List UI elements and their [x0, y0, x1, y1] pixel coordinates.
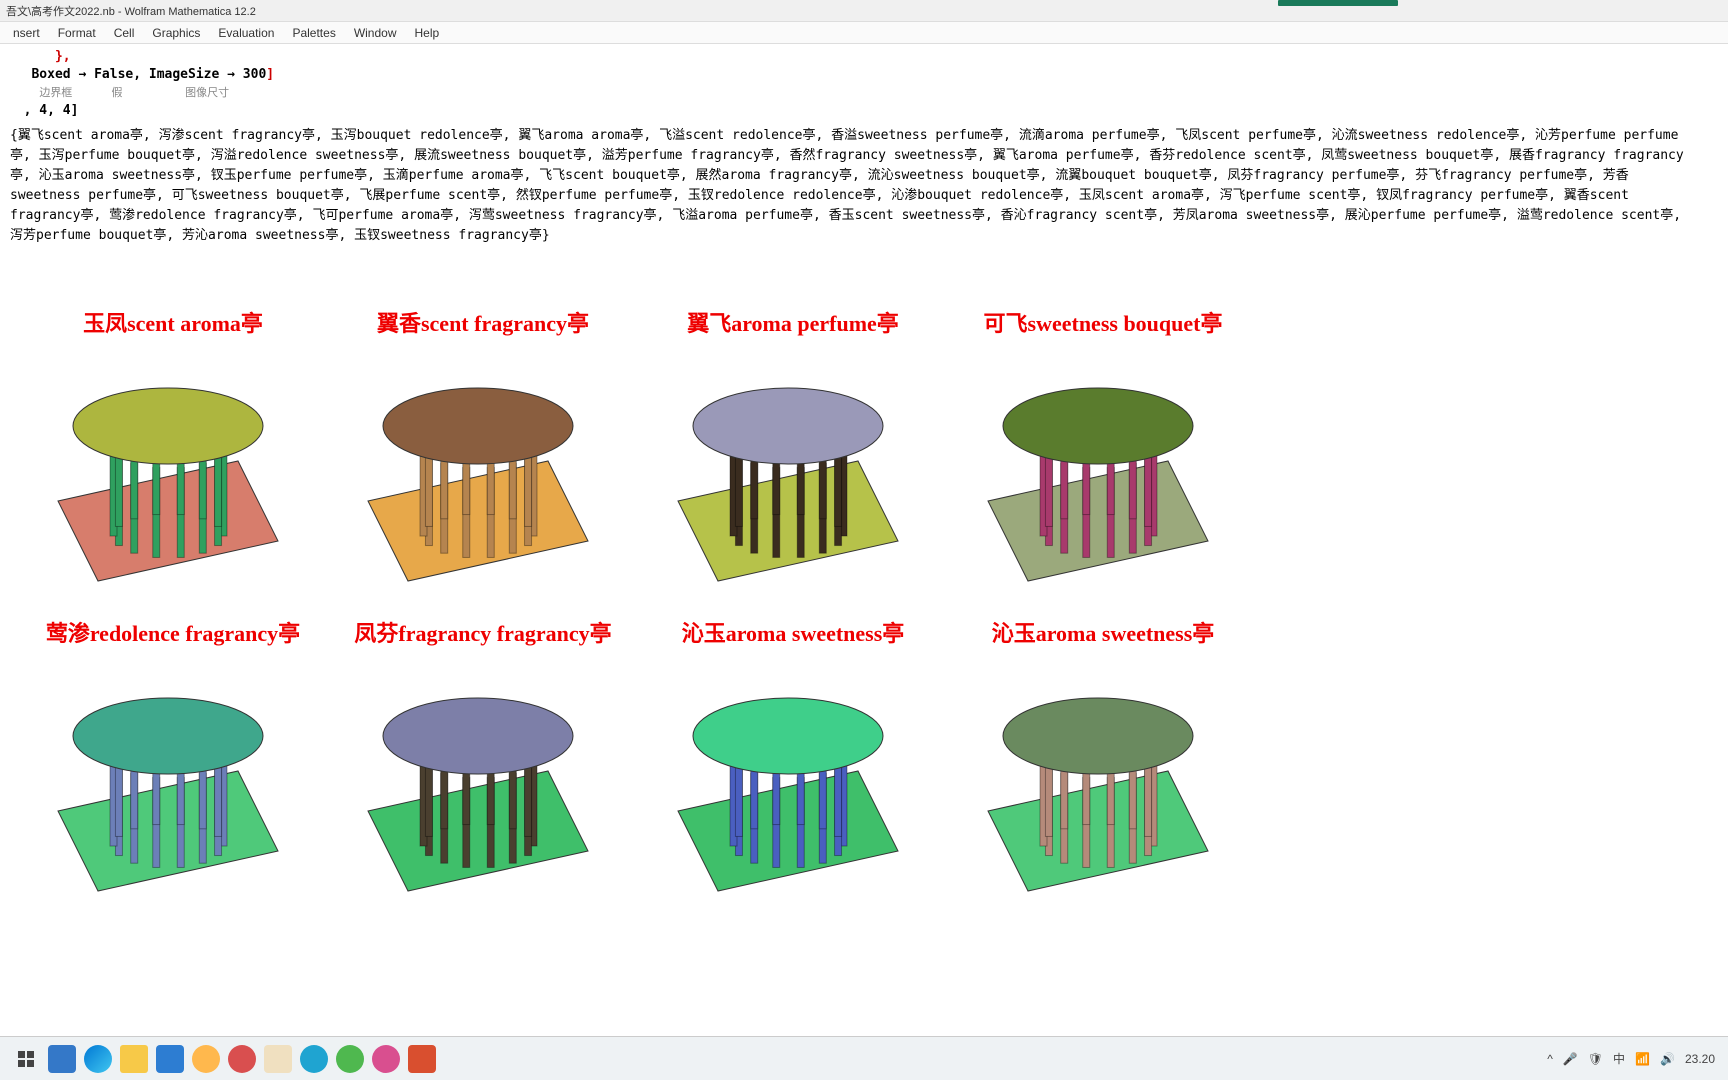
graphics-title: 莺渗redolence fragrancy亭: [18, 616, 328, 648]
menu-insert[interactable]: nsert: [4, 26, 49, 40]
menu-graphics[interactable]: Graphics: [143, 26, 209, 40]
graphics-3d: [348, 636, 608, 896]
files-icon[interactable]: [120, 1045, 148, 1073]
taskbar: ^ 🎤 🛡 中 📶 🔊 23.20: [0, 1036, 1728, 1080]
tray-shield-icon[interactable]: 🛡: [1588, 1052, 1603, 1066]
graphics-title: 沁玉aroma sweetness亭: [638, 616, 948, 648]
output-list[interactable]: {翼飞scent aroma亭, 泻渗scent fragrancy亭, 玉泻b…: [10, 126, 1690, 246]
wechat-icon[interactable]: [336, 1045, 364, 1073]
titlebar: 吾文\高考作文2022.nb - Wolfram Mathematica 12.…: [0, 0, 1728, 22]
tray-mic-icon[interactable]: 🎤: [1563, 1052, 1578, 1066]
window-title: 吾文\高考作文2022.nb - Wolfram Mathematica 12.…: [6, 3, 256, 19]
menu-format[interactable]: Format: [49, 26, 105, 40]
window-accent: [1278, 0, 1398, 6]
code-line-1[interactable]: },: [8, 48, 1720, 66]
graphics-3d: [968, 636, 1228, 896]
graphics-title: 翼飞aroma perfume亭: [638, 306, 948, 338]
graphics-cell[interactable]: 沁玉aroma sweetness亭: [948, 616, 1258, 926]
graphics-cell[interactable]: 沁玉aroma sweetness亭: [638, 616, 948, 926]
graphics-cell[interactable]: 可飞sweetness bouquet亭: [948, 306, 1258, 616]
menu-window[interactable]: Window: [345, 26, 406, 40]
tray-ime[interactable]: 中: [1613, 1050, 1625, 1067]
graphics-3d: [658, 326, 918, 586]
graphics-cell[interactable]: 莺渗redolence fragrancy亭: [18, 616, 328, 926]
app3-icon[interactable]: [300, 1045, 328, 1073]
graphics-title: 可飞sweetness bouquet亭: [948, 306, 1258, 338]
graphics-3d: [38, 636, 298, 896]
tray-wifi-icon[interactable]: 📶: [1635, 1052, 1650, 1066]
graphics-cell[interactable]: 玉凤scent aroma亭: [18, 306, 328, 616]
graphics-title: 凤芬fragrancy fragrancy亭: [328, 616, 638, 648]
music-icon[interactable]: [228, 1045, 256, 1073]
app4-icon[interactable]: [372, 1045, 400, 1073]
tray-volume-icon[interactable]: 🔊: [1660, 1052, 1675, 1066]
graphics-3d: [968, 326, 1228, 586]
menu-cell[interactable]: Cell: [105, 26, 144, 40]
graphics-cell[interactable]: 翼飞aroma perfume亭: [638, 306, 948, 616]
mathematica-icon[interactable]: [408, 1045, 436, 1073]
notebook-content: }, Boxed → False, ImageSize → 300] 边界框 假…: [0, 44, 1728, 1034]
code-annotations: 边界框 假 图像尺寸: [8, 84, 1720, 102]
graphics-title: 翼香scent fragrancy亭: [328, 306, 638, 338]
graphics-grid: 玉凤scent aroma亭翼香scent fragrancy亭翼飞aroma …: [18, 306, 1720, 926]
app2-icon[interactable]: [264, 1045, 292, 1073]
explorer-icon[interactable]: [48, 1045, 76, 1073]
code-line-2[interactable]: Boxed → False, ImageSize → 300]: [8, 66, 1720, 84]
system-tray: ^ 🎤 🛡 中 📶 🔊 23.20: [1542, 1050, 1720, 1067]
graphics-3d: [38, 326, 298, 586]
graphics-title: 沁玉aroma sweetness亭: [948, 616, 1258, 648]
graphics-3d: [348, 326, 608, 586]
graphics-title: 玉凤scent aroma亭: [18, 306, 328, 338]
menubar: nsert Format Cell Graphics Evaluation Pa…: [0, 22, 1728, 44]
graphics-cell[interactable]: 翼香scent fragrancy亭: [328, 306, 638, 616]
menu-palettes[interactable]: Palettes: [283, 26, 344, 40]
tray-time[interactable]: 23.20: [1685, 1052, 1715, 1066]
code-line-3[interactable]: , 4, 4]: [8, 102, 1720, 120]
graphics-cell[interactable]: 凤芬fragrancy fragrancy亭: [328, 616, 638, 926]
tray-chevron-icon[interactable]: ^: [1547, 1052, 1553, 1066]
menu-help[interactable]: Help: [406, 26, 449, 40]
start-icon[interactable]: [12, 1045, 40, 1073]
graphics-3d: [658, 636, 918, 896]
menu-evaluation[interactable]: Evaluation: [209, 26, 283, 40]
app1-icon[interactable]: [192, 1045, 220, 1073]
edge-icon[interactable]: [84, 1045, 112, 1073]
vscode-icon[interactable]: [156, 1045, 184, 1073]
